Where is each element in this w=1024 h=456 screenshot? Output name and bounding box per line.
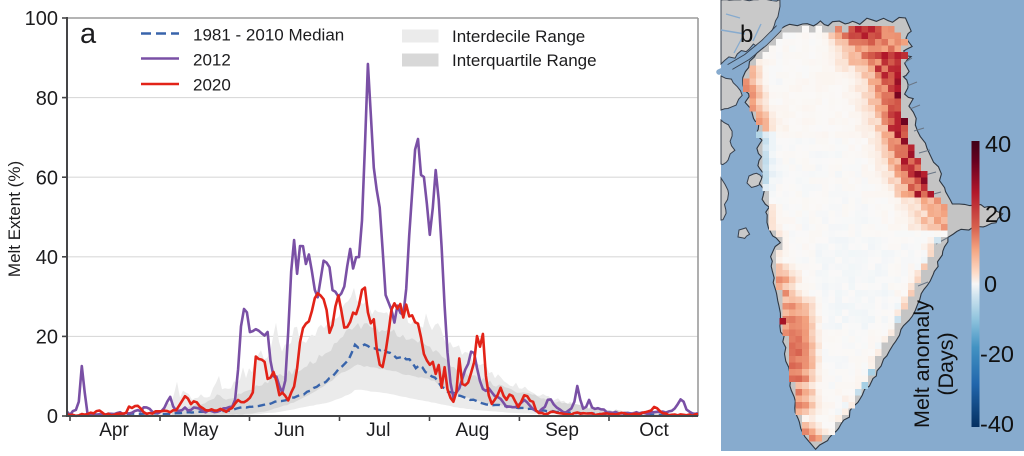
svg-text:2012: 2012 xyxy=(193,51,231,70)
svg-text:40: 40 xyxy=(36,247,58,269)
svg-text:b: b xyxy=(740,21,753,48)
svg-text:Aug: Aug xyxy=(455,420,489,441)
svg-text:20: 20 xyxy=(36,327,58,349)
svg-text:Apr: Apr xyxy=(99,420,129,441)
svg-text:Oct: Oct xyxy=(639,420,669,441)
svg-text:0: 0 xyxy=(47,406,58,428)
svg-text:1981 - 2010 Median: 1981 - 2010 Median xyxy=(193,26,344,45)
svg-text:0: 0 xyxy=(984,271,997,297)
svg-text:Melt anomaly: Melt anomaly xyxy=(910,300,934,428)
svg-text:May: May xyxy=(183,420,219,441)
svg-text:100: 100 xyxy=(25,8,58,30)
svg-text:-20: -20 xyxy=(980,341,1014,367)
svg-text:80: 80 xyxy=(36,88,58,110)
svg-text:60: 60 xyxy=(36,167,58,189)
svg-text:40: 40 xyxy=(985,131,1011,157)
svg-text:Interdecile Range: Interdecile Range xyxy=(452,27,585,46)
svg-text:20: 20 xyxy=(985,201,1011,227)
svg-text:Melt Extent (%): Melt Extent (%) xyxy=(5,161,24,277)
svg-text:-40: -40 xyxy=(980,411,1014,437)
svg-text:Sep: Sep xyxy=(545,420,579,441)
svg-text:a: a xyxy=(80,18,97,50)
svg-text:Interquartile Range: Interquartile Range xyxy=(452,51,597,70)
svg-text:2020: 2020 xyxy=(193,76,231,95)
svg-text:(Days): (Days) xyxy=(934,332,958,395)
svg-text:Jul: Jul xyxy=(366,420,390,441)
svg-text:Jun: Jun xyxy=(274,420,305,441)
